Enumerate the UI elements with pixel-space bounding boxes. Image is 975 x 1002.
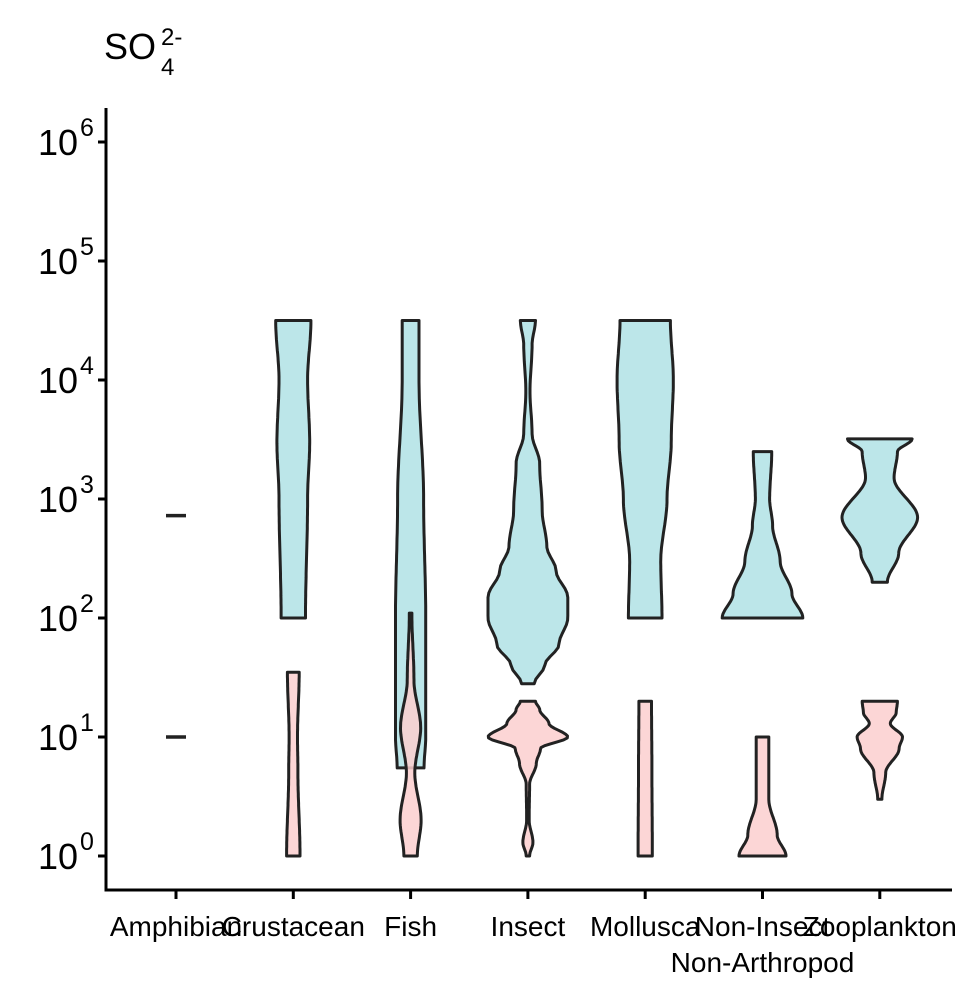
y-tick-exponent-4: 4 (80, 352, 94, 380)
x-tick-label-2: Fish (384, 911, 437, 942)
y-tick-exponent-2: 2 (80, 590, 94, 618)
x-tick-label-0: Amphibian (110, 911, 242, 942)
y-tick-exponent-6: 6 (80, 114, 94, 142)
chart-title: SO 2- 4 (104, 24, 182, 81)
chart-title-base: SO (104, 26, 157, 67)
violin-upper-fish (394, 319, 428, 770)
y-tick-label-0: 10 (38, 836, 78, 877)
violin-lower-fish (398, 611, 423, 858)
y-tick-label-3: 10 (38, 479, 78, 520)
y-tick-label-6: 10 (38, 122, 78, 163)
y-tick-label-2: 10 (38, 598, 78, 639)
x-tick-label-5: Non-Insect Non-Arthropod (671, 911, 855, 978)
y-tick-exponent-5: 5 (80, 233, 94, 261)
violin-lower-mollusca (636, 699, 654, 858)
chart-title-superscript: 2- (161, 24, 183, 51)
x-tick-label-6: Zooplankton (803, 911, 957, 942)
y-tick-label-5: 10 (38, 241, 78, 282)
violin-upper-non-insect (720, 450, 805, 620)
y-tick-exponent-1: 1 (80, 709, 94, 737)
violin-lower-insect (486, 699, 569, 858)
x-tick-label-4: Mollusca (590, 911, 701, 942)
chart-title-subscript: 4 (161, 54, 175, 81)
violin-upper-crustacean (274, 319, 313, 620)
violin-lower-crustacean (285, 670, 302, 858)
violin-upper-zooplankton (840, 437, 920, 584)
y-tick-label-4: 10 (38, 360, 78, 401)
violin-upper-mollusca (615, 319, 675, 620)
violin-lower-zooplankton (855, 699, 904, 801)
x-tick-label-1: Crustacean (222, 911, 365, 942)
y-tick-label-1: 10 (38, 717, 78, 758)
x-tick-label-3: Insect (491, 911, 566, 942)
y-tick-exponent-0: 0 (80, 828, 94, 856)
y-tick-exponent-3: 3 (80, 471, 94, 499)
violin-lower-non-insect (737, 735, 788, 858)
violin-upper-insect (486, 319, 570, 686)
